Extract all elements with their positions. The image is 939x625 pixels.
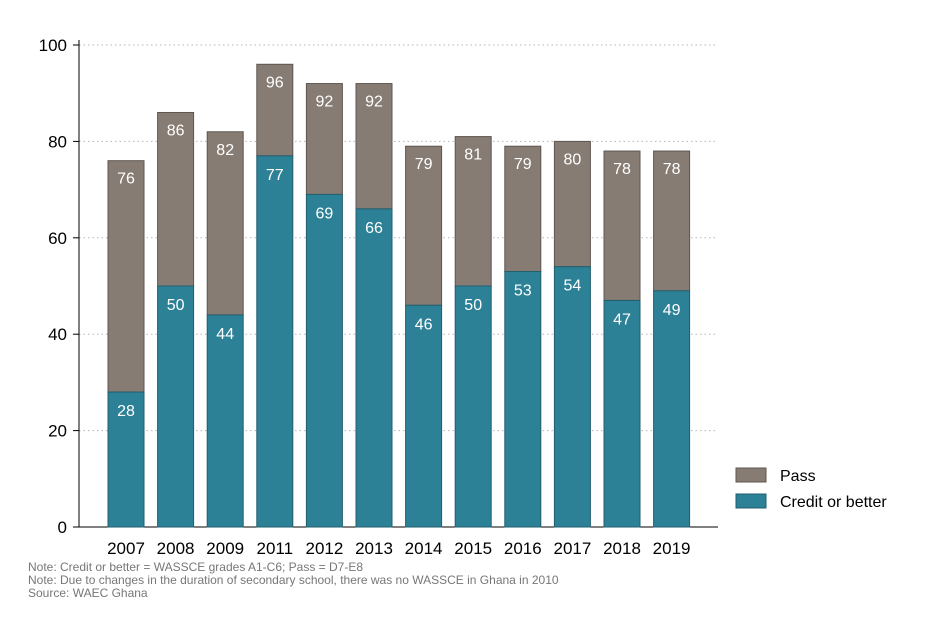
legend-label-pass: Pass <box>780 468 816 485</box>
bar-pass-2011 <box>256 63 294 157</box>
bar-pass-2008 <box>157 111 195 287</box>
label-pass-2009: 82 <box>216 142 234 159</box>
bar-credit-2018 <box>603 299 641 528</box>
bar-credit-2009 <box>206 314 244 528</box>
x-tick-label-2016: 2016 <box>504 539 542 558</box>
x-tick-label-2013: 2013 <box>355 539 393 558</box>
label-pass-2011: 96 <box>266 74 284 91</box>
legend-swatch-pass <box>735 467 767 483</box>
y-tick-label-60: 60 <box>48 229 67 248</box>
axes: 0 20 40 60 80 100 2007 2008 2009 2011 2012 2013 2014… <box>39 36 718 558</box>
label-pass-2013: 92 <box>365 94 383 111</box>
legend: Pass Credit or better <box>735 467 887 511</box>
label-credit-2008: 50 <box>167 297 185 314</box>
label-credit-2011: 77 <box>266 167 284 184</box>
bar-pass-2017 <box>553 140 591 268</box>
data-labels: 76 28 86 50 82 44 96 77 92 69 92 66 79 46 81 50 79 53 80 54… <box>117 74 680 420</box>
y-tick-label-80: 80 <box>48 132 67 151</box>
note-grades: Note: Credit or better = WASSCE grades A… <box>28 560 364 574</box>
label-credit-2014: 46 <box>415 316 433 333</box>
x-tick-label-2007: 2007 <box>107 539 145 558</box>
label-pass-2015: 81 <box>464 147 482 164</box>
label-pass-2007: 76 <box>117 171 135 188</box>
x-tick-label-2018: 2018 <box>603 539 641 558</box>
x-tick-label-2009: 2009 <box>206 539 244 558</box>
x-tick-label-2008: 2008 <box>157 539 195 558</box>
bar-credit-2007 <box>107 391 145 528</box>
label-pass-2017: 80 <box>564 151 582 168</box>
label-credit-2012: 69 <box>316 205 334 222</box>
label-credit-2009: 44 <box>216 326 234 343</box>
x-tick-label-2017: 2017 <box>553 539 591 558</box>
bar-credit-2011 <box>256 155 294 528</box>
x-tick-label-2012: 2012 <box>305 539 343 558</box>
label-credit-2017: 54 <box>564 278 582 295</box>
label-credit-2007: 28 <box>117 403 135 420</box>
bar-pass-2007 <box>107 160 145 393</box>
y-tick-label-0: 0 <box>58 518 67 537</box>
label-credit-2019: 49 <box>663 302 681 319</box>
y-tick-label-40: 40 <box>48 325 67 344</box>
label-pass-2018: 78 <box>613 161 631 178</box>
note-source: Source: WAEC Ghana <box>28 586 148 600</box>
bar-credit-2016 <box>504 271 542 528</box>
chart-notes: Note: Credit or better = WASSCE grades A… <box>28 561 559 600</box>
label-credit-2013: 66 <box>365 220 383 237</box>
bar-credit-2014 <box>405 304 443 528</box>
label-pass-2016: 79 <box>514 156 532 173</box>
bar-credit-2017 <box>553 266 591 528</box>
bar-credit-2015 <box>454 285 492 528</box>
bar-credit-2008 <box>157 285 195 528</box>
label-pass-2014: 79 <box>415 156 433 173</box>
note-2010: Note: Due to changes in the duration of … <box>28 573 559 587</box>
bar-credit-2012 <box>305 193 343 528</box>
bar-pass-2009 <box>206 131 244 316</box>
label-credit-2016: 53 <box>514 283 532 300</box>
legend-label-credit-or-better: Credit or better <box>780 494 887 511</box>
label-credit-2018: 47 <box>613 311 631 328</box>
label-pass-2012: 92 <box>316 94 334 111</box>
x-tick-label-2011: 2011 <box>257 539 294 558</box>
x-tick-label-2019: 2019 <box>653 539 691 558</box>
x-tick-label-2014: 2014 <box>405 539 443 558</box>
bars <box>107 63 691 528</box>
legend-swatch-credit-or-better <box>735 493 767 509</box>
y-tick-label-20: 20 <box>48 422 67 441</box>
label-pass-2019: 78 <box>663 161 681 178</box>
label-credit-2015: 50 <box>464 297 482 314</box>
y-tick-label-100: 100 <box>39 36 67 55</box>
bar-pass-2014 <box>405 145 443 306</box>
bar-pass-2018 <box>603 150 641 301</box>
bar-pass-2012 <box>305 83 343 195</box>
x-tick-label-2015: 2015 <box>454 539 492 558</box>
bar-pass-2013 <box>355 83 393 210</box>
bar-credit-2013 <box>355 208 393 528</box>
bar-credit-2019 <box>653 290 691 528</box>
label-pass-2008: 86 <box>167 122 185 139</box>
